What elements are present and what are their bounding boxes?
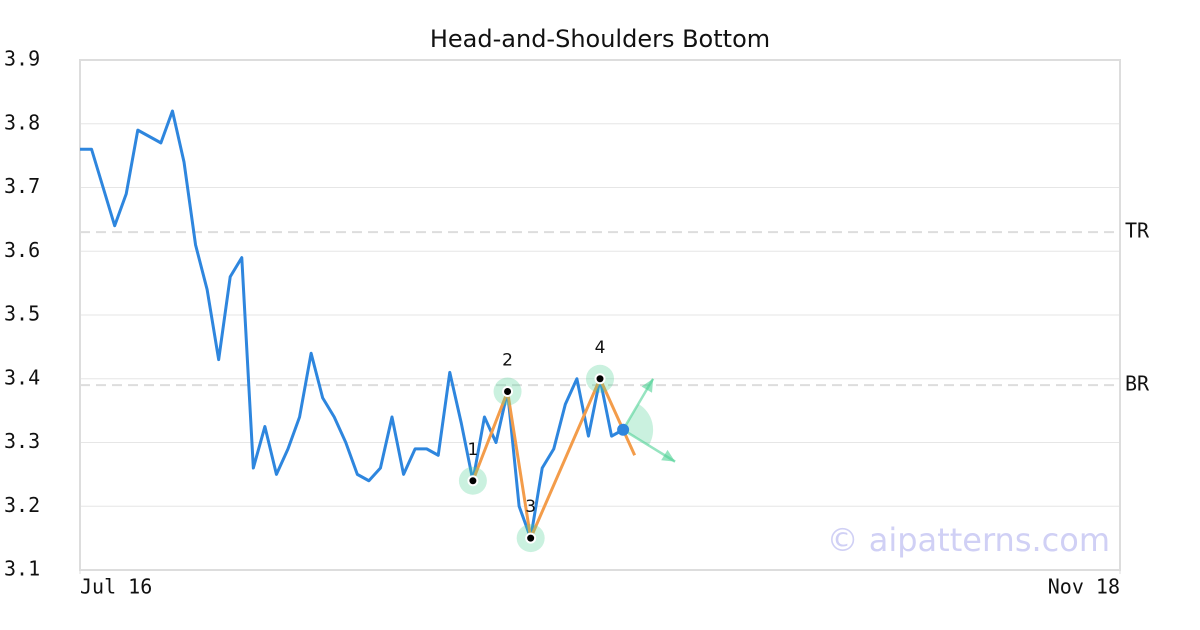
y-tick-label: 3.7 xyxy=(4,174,40,198)
pivot-label: 1 xyxy=(467,440,478,460)
y-tick-label: 3.6 xyxy=(4,238,40,262)
y-tick-label: 3.2 xyxy=(4,493,40,517)
plot-frame xyxy=(79,59,1121,571)
pivot-label: 2 xyxy=(502,351,513,371)
angle-wedge xyxy=(623,403,654,446)
level-label: BR xyxy=(1125,372,1150,396)
pivot-point xyxy=(594,373,606,385)
x-tick-label: Jul 16 xyxy=(80,575,152,599)
watermark: © aipatterns.com xyxy=(827,521,1110,559)
chart-title: Head-and-Shoulders Bottom xyxy=(430,25,770,53)
pivot-point xyxy=(467,475,479,487)
price-line xyxy=(80,109,624,540)
arrow-head xyxy=(641,378,654,393)
pivot-label: 3 xyxy=(525,497,536,517)
y-tick-label: 3.9 xyxy=(4,47,40,71)
y-tick-label: 3.4 xyxy=(4,365,40,389)
level-label: TR xyxy=(1125,219,1150,243)
y-tick-label: 3.1 xyxy=(4,557,40,581)
y-tick-label: 3.3 xyxy=(4,429,40,453)
pivot-point xyxy=(502,386,514,397)
current-point xyxy=(617,423,630,436)
arrow-head xyxy=(661,449,676,462)
y-tick-label: 3.8 xyxy=(4,110,40,134)
pivot-label: 4 xyxy=(595,338,606,358)
y-tick-label: 3.5 xyxy=(4,302,40,326)
x-tick-label: Nov 18 xyxy=(1048,575,1120,599)
pivot-point xyxy=(525,532,537,544)
